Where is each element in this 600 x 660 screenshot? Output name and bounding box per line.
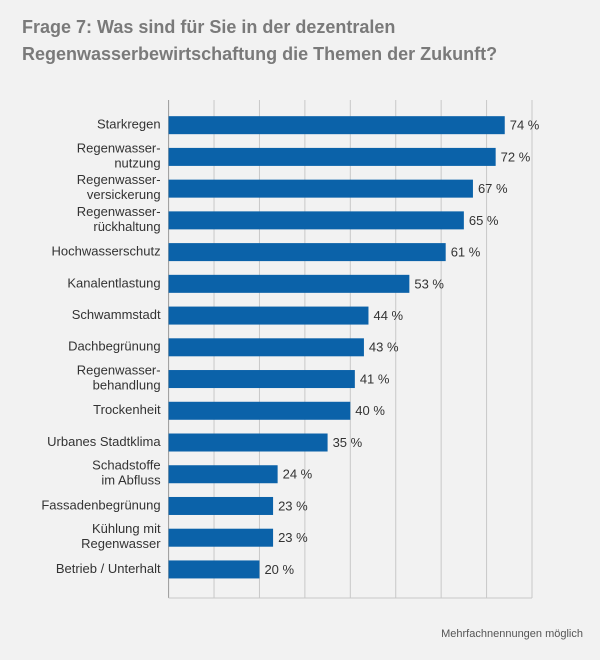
bar xyxy=(168,401,351,420)
y-tick-label: Dachbegrünung xyxy=(68,339,161,354)
y-tick-label: Trockenheit xyxy=(93,402,161,417)
value-label: 41 % xyxy=(360,371,390,386)
bar xyxy=(168,496,274,515)
value-label: 44 % xyxy=(373,308,403,323)
y-tick-label: Regenwasser-rückhaltung xyxy=(77,204,161,234)
bar xyxy=(168,465,278,484)
value-label: 67 % xyxy=(478,181,508,196)
bar xyxy=(168,433,328,452)
bar xyxy=(168,116,505,135)
value-label: 53 % xyxy=(414,276,444,291)
chart-title: Regenwasserbewirtschaftung die Themen de… xyxy=(22,44,497,64)
value-label: 65 % xyxy=(469,213,499,228)
y-tick-label: Starkregen xyxy=(97,117,161,132)
value-label: 72 % xyxy=(501,149,531,164)
y-tick-label: Kühlung mit Regenwasser xyxy=(81,522,161,552)
value-label: 74 % xyxy=(510,118,540,133)
value-label: 43 % xyxy=(369,340,399,355)
bar xyxy=(168,560,260,579)
bar xyxy=(168,211,464,230)
bar xyxy=(168,147,496,166)
bar xyxy=(168,179,473,198)
bar xyxy=(168,243,446,262)
y-tick-label: Regenwasser-behandlung xyxy=(77,363,161,393)
y-tick-label: Urbanes Stadtklima xyxy=(47,434,161,449)
value-label: 23 % xyxy=(278,530,308,545)
value-label: 40 % xyxy=(355,403,385,418)
value-label: 23 % xyxy=(278,498,308,513)
value-label: 61 % xyxy=(451,245,481,260)
bar xyxy=(168,274,410,293)
y-tick-label: Schadstoffe im Abfluss xyxy=(92,458,161,488)
note: Mehrfachnennungen möglich xyxy=(441,628,583,640)
y-tick-label: Fassadenbegrünung xyxy=(41,497,160,512)
bar xyxy=(168,370,355,389)
bar xyxy=(168,528,274,547)
y-tick-label: Kanalentlastung xyxy=(67,275,160,290)
chart-title: Frage 7: Was sind für Sie in der dezentr… xyxy=(22,17,395,37)
y-tick-label: Hochwasserschutz xyxy=(51,244,160,259)
bar xyxy=(168,338,364,357)
bar xyxy=(168,306,369,325)
value-label: 20 % xyxy=(264,562,294,577)
value-label: 24 % xyxy=(283,467,313,482)
y-tick-label: Schwammstadt xyxy=(72,307,161,322)
value-label: 35 % xyxy=(333,435,363,450)
y-tick-label: Regenwasser-versickerung xyxy=(77,173,161,203)
y-tick-label: Betrieb / Unterhalt xyxy=(56,561,161,576)
y-tick-label: Regenwasser-nutzung xyxy=(77,141,161,171)
